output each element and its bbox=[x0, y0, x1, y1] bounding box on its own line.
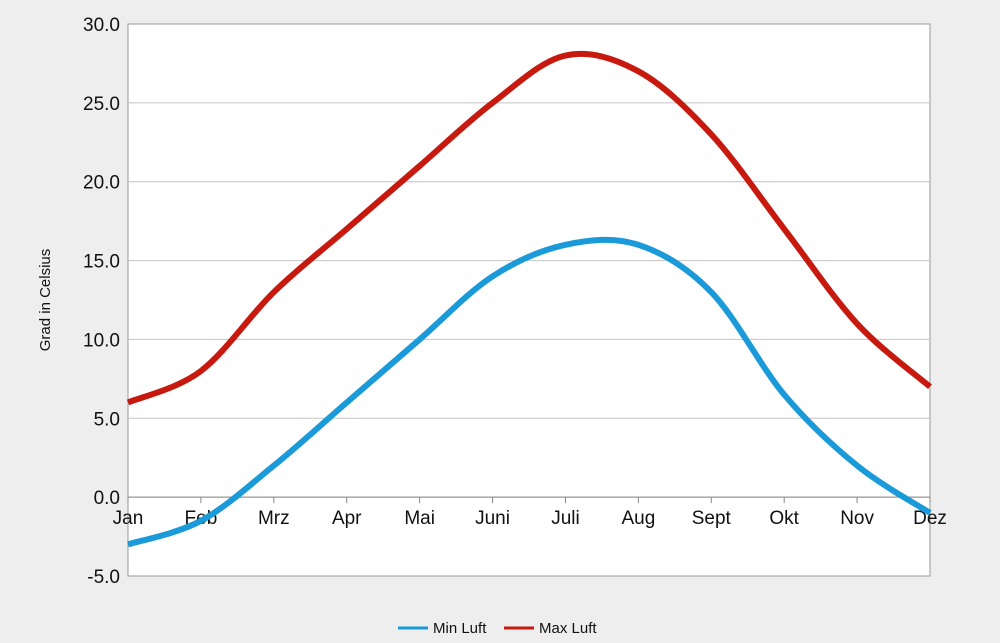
x-tick-label: Aug bbox=[621, 508, 655, 529]
x-tick-label: Mrz bbox=[258, 508, 290, 529]
x-tick-label: Apr bbox=[332, 508, 362, 529]
y-axis-title: Grad in Celsius bbox=[37, 249, 54, 352]
x-tick-label: Nov bbox=[840, 508, 874, 529]
legend: Min Luft Max Luft bbox=[398, 620, 597, 637]
plot-area bbox=[127, 23, 931, 577]
series-lines bbox=[126, 50, 932, 548]
series-line-min-luft bbox=[127, 236, 932, 548]
x-tick-label: Dez bbox=[913, 508, 947, 529]
y-tick-label: 5.0 bbox=[94, 409, 120, 430]
x-tick-label: Sept bbox=[692, 508, 732, 529]
y-tick-label: 20.0 bbox=[83, 173, 120, 194]
y-tick-label: 25.0 bbox=[83, 94, 120, 115]
series-line-max-luft bbox=[126, 50, 932, 406]
y-tick-label: 30.0 bbox=[83, 15, 120, 36]
x-tick-label: Mai bbox=[404, 508, 435, 529]
y-tick-label: 15.0 bbox=[83, 252, 120, 273]
legend-label: Min Luft bbox=[433, 620, 487, 637]
y-tick-label: 0.0 bbox=[94, 488, 120, 509]
x-tick-label: Okt bbox=[769, 508, 799, 529]
x-tick-label: Jan bbox=[113, 508, 144, 529]
y-axis-tick-labels: -5.0 0.0 5.0 10.0 15.0 20.0 25.0 30.0 bbox=[83, 15, 120, 588]
y-tick-label: -5.0 bbox=[87, 567, 120, 588]
y-tick-label: 10.0 bbox=[83, 330, 120, 351]
x-axis-ticks bbox=[127, 497, 931, 504]
x-tick-label: Juni bbox=[475, 508, 510, 529]
x-tick-label: Juli bbox=[551, 508, 580, 529]
legend-label: Max Luft bbox=[539, 620, 597, 637]
